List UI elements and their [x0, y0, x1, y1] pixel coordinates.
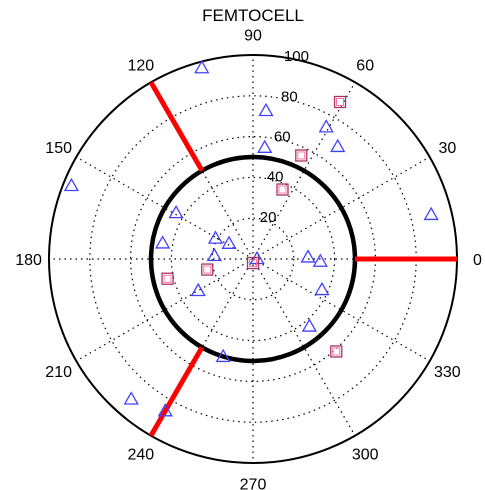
- grid-spoke: [252, 156, 430, 260]
- grid-spoke: [252, 82, 356, 260]
- triangle-marker: [318, 119, 334, 133]
- radial-tick-label: 60: [274, 128, 291, 145]
- square-marker: [276, 183, 289, 196]
- triangle-marker: [301, 318, 318, 332]
- chart-title: FEMTOCELL: [202, 6, 304, 25]
- square-marker-inner: [332, 347, 341, 356]
- triangle-marker: [168, 204, 184, 219]
- radial-tick-label: 20: [260, 209, 277, 226]
- overlay-lines: [148, 81, 457, 437]
- triangle-marker: [207, 230, 224, 244]
- angle-tick-label: 330: [434, 364, 461, 381]
- triangle-marker: [206, 247, 223, 262]
- square-marker: [333, 95, 347, 109]
- triangle-marker: [258, 102, 274, 117]
- triangle-marker: [157, 403, 173, 417]
- radial-tick-label: 100: [284, 48, 309, 65]
- triangle-marker: [330, 138, 346, 153]
- angle-tick-label: 240: [127, 446, 154, 463]
- square-marker-inner: [163, 274, 172, 283]
- triangle-marker: [314, 281, 330, 296]
- angle-tick-label: 30: [438, 140, 456, 157]
- angle-tick-label: 210: [45, 364, 72, 381]
- angle-tick-label: 120: [127, 58, 154, 75]
- angle-tick-label: 60: [356, 58, 374, 75]
- triangle-marker: [190, 282, 206, 297]
- triangle-marker: [300, 249, 316, 263]
- angle-tick-label: 0: [473, 252, 482, 269]
- grid-spoke: [150, 82, 254, 260]
- square-marker: [201, 263, 214, 276]
- angle-tick-label: 270: [240, 476, 267, 490]
- square-marker-inner: [336, 98, 344, 106]
- triangle-marker: [63, 177, 80, 192]
- square-marker-inner: [203, 265, 212, 274]
- grid-spoke: [76, 156, 254, 260]
- triangle-marker: [312, 253, 328, 267]
- triangle-marker: [257, 139, 273, 153]
- triangle-marker: [215, 348, 231, 363]
- triangle-marker: [123, 391, 139, 405]
- triangle-marker: [154, 235, 171, 249]
- radial-tick-label: 80: [281, 88, 298, 105]
- radial-tick-label: 40: [267, 169, 284, 186]
- square-marker: [330, 345, 343, 358]
- sector-line: [148, 81, 205, 172]
- sector-line: [148, 346, 205, 437]
- angle-tick-label: 300: [352, 446, 379, 463]
- square-marker: [295, 149, 308, 162]
- angle-tick-label: 150: [45, 140, 72, 157]
- square-marker: [246, 256, 260, 270]
- grid-spoke: [150, 258, 254, 436]
- square-marker: [161, 272, 174, 285]
- data-marks: [63, 60, 439, 417]
- grid-ring: [211, 217, 295, 301]
- grid-spoke: [252, 258, 356, 436]
- square-marker-inner: [249, 259, 257, 268]
- angle-tick-label: 180: [15, 252, 42, 269]
- square-marker-inner: [297, 151, 306, 160]
- square-marker-inner: [278, 185, 287, 194]
- grid-ring: [170, 176, 336, 342]
- triangle-marker: [194, 60, 210, 74]
- angle-tick-label: 90: [244, 28, 262, 45]
- triangle-marker: [423, 206, 439, 221]
- grid-spoke: [76, 258, 254, 362]
- triangle-marker: [221, 235, 237, 249]
- grid-spoke: [252, 258, 430, 362]
- axis-labels: 0 30 60 90 120 150 180 210 240 270 300 330 20 40 60 80 1…: [15, 28, 482, 490]
